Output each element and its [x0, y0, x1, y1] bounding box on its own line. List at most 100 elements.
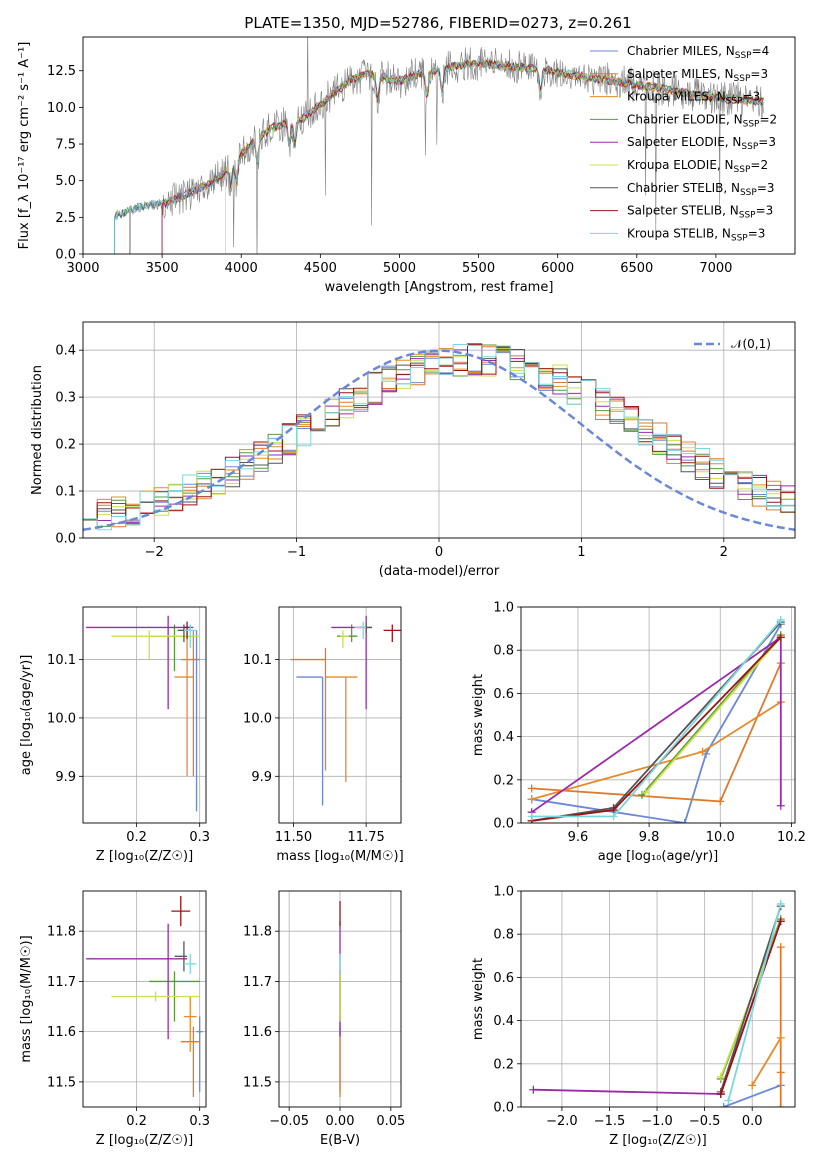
legend-nssp: 2 — [770, 112, 778, 126]
weight-marker — [776, 1033, 785, 1042]
weight-marker — [527, 784, 536, 793]
weight-marker — [776, 1068, 785, 1077]
x-tick-label: 9.6 — [568, 830, 589, 845]
legend-sep: , N — [717, 158, 734, 172]
legend-sub: SSP — [731, 233, 748, 243]
legend-sep: , N — [726, 112, 743, 126]
legend-sub: SSP — [734, 74, 751, 84]
x-tick-label: 7000 — [699, 261, 732, 276]
legend-eq: = — [748, 226, 758, 240]
legend-entry: Chabrier STELIB, NSSP=3 — [627, 181, 775, 198]
x-tick-label: 0 — [435, 545, 443, 560]
x-tick-label: 0.0 — [742, 1114, 763, 1129]
legend-eq: = — [756, 204, 766, 218]
x-tick-label: 0.2 — [126, 1114, 147, 1129]
panel-ebv_vs_mass: −0.05 0.00 0.05 11.5 11.6 11.7 11.8 E(B-V) — [243, 890, 405, 1148]
legend-entry: Salpeter ELODIE, NSSP=3 — [627, 135, 776, 152]
y-tick-label: 1.0 — [493, 885, 514, 900]
weight-marker — [776, 801, 785, 810]
y-tick-label: 0.4 — [493, 730, 514, 745]
weight-line — [644, 636, 782, 794]
weight-marker — [529, 1085, 538, 1094]
legend-name: Kroupa ELODIE — [627, 158, 717, 172]
weight-marker — [716, 797, 725, 806]
x-tick-label: 5500 — [462, 261, 495, 276]
legend-nssp: 2 — [760, 158, 768, 172]
x-tick-label: 0.3 — [189, 830, 210, 845]
x-axis-label: (data-model)/error — [379, 564, 500, 579]
y-tick-label: 9.9 — [55, 770, 76, 785]
y-tick-label: 9.9 — [251, 770, 272, 785]
x-tick-label: 3000 — [66, 261, 99, 276]
y-tick-label: 0.0 — [55, 532, 76, 547]
weight-marker — [716, 1072, 725, 1081]
weight-marker — [748, 1081, 757, 1090]
legend-name: Chabrier ELODIE — [627, 112, 726, 126]
weight-line — [751, 1037, 782, 1086]
y-tick-label: 10.0 — [243, 711, 272, 726]
weight-marker — [609, 812, 618, 821]
legend-entry: Kroupa ELODIE, NSSP=2 — [627, 158, 768, 175]
y-tick-label: 0.6 — [493, 971, 514, 986]
x-tick-label: −2 — [145, 545, 164, 560]
panel-residuals: −2 −1 0 1 2 0.0 0.1 0.2 0.3 0.4 (data-model)/error… — [30, 321, 796, 579]
legend-sep: , N — [722, 204, 739, 218]
legend-eq: = — [750, 158, 760, 172]
plot-area-age_weights — [521, 607, 795, 823]
legend-name: Salpeter MILES — [627, 67, 717, 81]
panel-z_weights: −2.0 −1.5 −1.0 −0.5 0.0 0.0 0.2 0.4 0.6 0.8 1.0 Z [… — [471, 885, 796, 1148]
plot-area-mass_vs_age — [279, 607, 401, 823]
y-tick-label: 0.4 — [493, 1014, 514, 1029]
axes-frame — [278, 890, 402, 1108]
y-tick-label: 0.3 — [55, 391, 76, 406]
y-axis-label: age [log₁₀(age/yr)] — [19, 655, 34, 776]
legend-entry: Kroupa STELIB, NSSP=3 — [627, 226, 765, 243]
y-tick-label: 10.1 — [47, 653, 76, 668]
y-tick-label: 11.6 — [243, 1025, 272, 1040]
weight-marker — [776, 917, 785, 926]
figure-title: PLATE=1350, MJD=52786, FIBERID=0273, z=0… — [244, 14, 631, 32]
axes-frame — [520, 606, 796, 824]
legend-entry: Chabrier ELODIE, NSSP=2 — [627, 112, 777, 129]
x-axis-label: mass [log₁₀(M/M☉)] — [276, 849, 403, 864]
legend-nssp: 3 — [758, 226, 766, 240]
weight-marker — [698, 747, 707, 756]
x-tick-label: 11.75 — [348, 830, 385, 845]
x-tick-label: 4500 — [304, 261, 337, 276]
y-tick-label: 11.8 — [243, 925, 272, 940]
y-tick-label: 5.0 — [55, 174, 76, 189]
x-tick-label: 4000 — [225, 261, 258, 276]
y-tick-label: 11.6 — [47, 1025, 76, 1040]
legend-eq: = — [750, 67, 760, 81]
legend-entry: 𝒩(0,1) — [731, 337, 771, 351]
y-tick-label: 0.6 — [493, 687, 514, 702]
y-tick-label: 11.7 — [47, 975, 76, 990]
legend-sep: , N — [714, 226, 731, 240]
residual-histogram — [83, 344, 795, 531]
x-tick-label: −1 — [287, 545, 306, 560]
model-spectrum-line — [114, 58, 764, 254]
x-tick-label: 6000 — [541, 261, 574, 276]
y-tick-label: 7.5 — [55, 138, 76, 153]
y-tick-label: 0.4 — [55, 344, 76, 359]
y-tick-label: 0.2 — [493, 773, 514, 788]
y-axis-label: mass weight — [471, 958, 486, 1040]
legend-entry: Kroupa MILES, NSSP=3 — [627, 90, 760, 107]
legend-sub: SSP — [739, 211, 756, 221]
x-axis-label: age [log₁₀(age/yr)] — [598, 849, 719, 864]
y-tick-label: 11.7 — [243, 975, 272, 990]
y-tick-label: 2.5 — [55, 211, 76, 226]
x-tick-label: 1 — [577, 545, 585, 560]
y-tick-label: 10.0 — [47, 711, 76, 726]
legend-sep: , N — [709, 90, 726, 104]
weight-marker — [680, 819, 689, 823]
x-axis-label: Z [log₁₀(Z/Z☉)] — [96, 1133, 193, 1148]
weight-marker — [527, 795, 536, 804]
x-tick-label: 11.50 — [275, 830, 312, 845]
weight-line — [727, 903, 782, 1101]
x-tick-label: 0.05 — [376, 1114, 405, 1129]
weight-marker — [776, 633, 785, 642]
weight-line — [719, 920, 782, 1095]
x-axis-label: Z [log₁₀(Z/Z☉)] — [96, 849, 193, 864]
